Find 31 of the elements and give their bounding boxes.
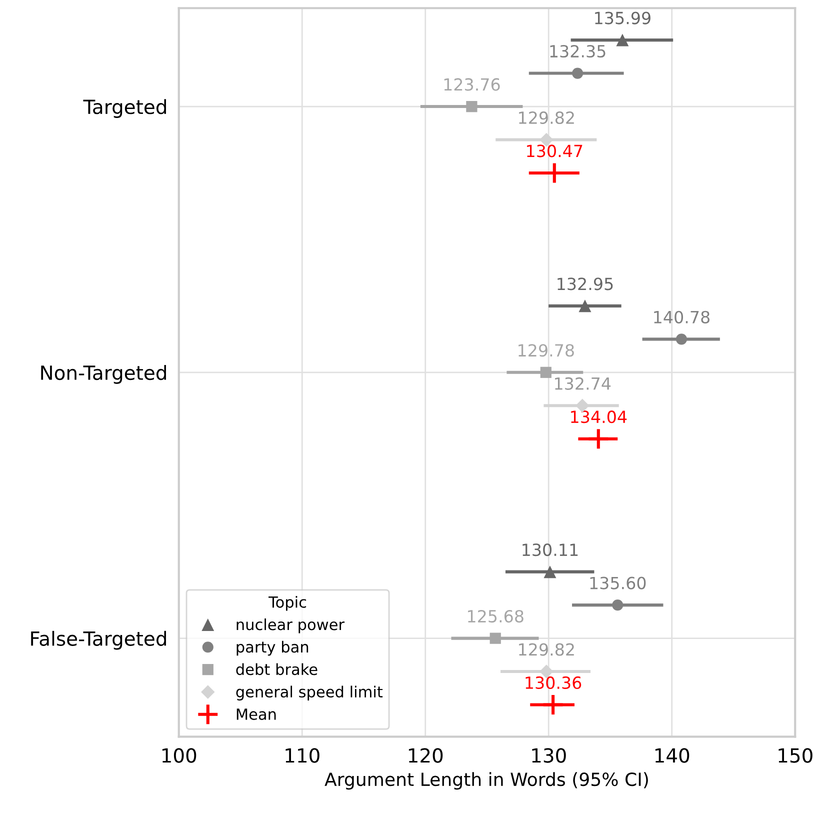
legend-label: party ban	[236, 640, 308, 656]
y-tick-label: Non-Targeted	[41, 365, 166, 384]
data-label: 130.11	[522, 543, 578, 556]
data-label: 130.47	[527, 144, 582, 158]
data-label: 130.36	[526, 676, 582, 690]
data-label: 140.78	[654, 310, 710, 324]
data-label: 132.95	[558, 278, 613, 290]
x-tick-label: 130	[532, 748, 566, 763]
x-tick-label: 150	[778, 748, 812, 763]
legend-label: general speed limit	[236, 686, 383, 700]
data-label: 135.99	[595, 12, 650, 24]
legend-label: debt brake	[236, 663, 318, 676]
x-tick-label: 140	[655, 748, 690, 763]
data-label: 132.74	[555, 377, 611, 390]
data-label: 129.82	[519, 111, 574, 124]
x-tick-label: 100	[162, 748, 196, 763]
legend-label: nuclear power	[236, 618, 345, 634]
data-label: 123.76	[444, 78, 500, 91]
data-label: 134.04	[571, 410, 627, 424]
x-axis-title: Argument Length in Words (95% CI)	[324, 772, 648, 790]
legend-title: Topic	[268, 596, 306, 611]
y-tick-label: Targeted	[83, 99, 166, 118]
y-tick-label: False-Targeted	[31, 630, 166, 650]
data-label: 135.60	[590, 576, 646, 590]
data-label: 129.78	[518, 344, 574, 357]
data-label: 129.82	[519, 643, 574, 656]
data-label: 132.35	[550, 44, 606, 58]
x-tick-label: 110	[286, 748, 320, 763]
x-tick-label: 120	[408, 748, 443, 763]
legend-label: Mean	[236, 708, 276, 720]
data-label: 125.68	[468, 610, 524, 623]
